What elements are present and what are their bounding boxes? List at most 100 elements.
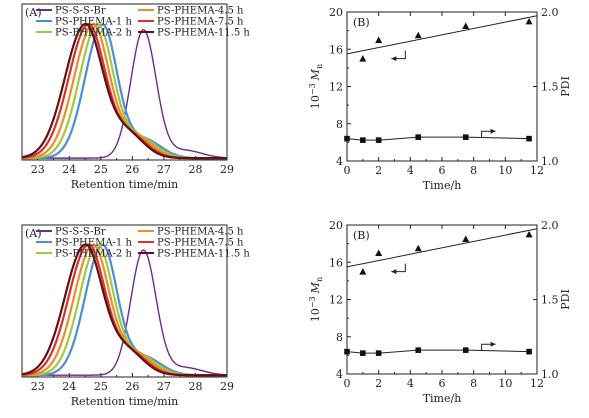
x-tick-label: 24 — [62, 380, 76, 393]
x-tick-label: 26 — [125, 380, 139, 393]
y-left-axis-title: 10−3 Mn — [308, 277, 324, 322]
x-tick-label: 28 — [188, 163, 202, 176]
kinetics-panel: 0 2 4 6 8 10 12Time/h481216201.01.52.010−3MnPD… — [308, 6, 572, 192]
gpc-curve — [21, 22, 227, 160]
mn-point — [462, 22, 470, 29]
x-tick-label: 12 — [530, 164, 544, 177]
y-right-axis-title: PDI — [559, 289, 572, 310]
pdi-point — [375, 350, 382, 356]
legend-label: PS-PHEMA-4.5 h — [157, 6, 244, 17]
y-right-tick-label: 1.0 — [541, 155, 559, 168]
x-tick-label: 25 — [94, 380, 108, 393]
gpc-panel: 23 24 25 26 27 28 29 Retention time/min (A) PS-S-… — [21, 3, 250, 191]
x-tick-label: 0 — [344, 377, 351, 390]
gpc-curve — [22, 249, 228, 376]
pdi-axis-arrowhead — [490, 128, 496, 134]
mn-axis-arrowhead — [391, 269, 397, 275]
legend-label: PS-PHEMA-2 h — [55, 249, 132, 260]
y-left-tick-label: 20 — [329, 6, 343, 19]
panel-label: (B) — [353, 229, 370, 242]
gpc-curve — [21, 22, 227, 160]
pdi-point — [462, 134, 469, 140]
mn-axis-arrow — [391, 263, 406, 273]
gpc-curve — [21, 243, 227, 377]
gpc-curve — [22, 23, 227, 160]
y-left-title-exponent: −3 — [308, 83, 317, 95]
pdi-line — [346, 349, 530, 354]
x-tick-label: 24 — [62, 163, 76, 176]
mn-point — [525, 17, 533, 25]
y-left-title-exponent: −3 — [308, 296, 317, 308]
y-left-title-subscript: n — [315, 277, 324, 282]
y-left-axis-title: 10−3 Mn — [308, 64, 324, 109]
y-left-title-symbol: M — [309, 281, 322, 294]
mn-point — [414, 31, 422, 39]
y-right-axis-title: PDI — [559, 76, 572, 97]
x-tick-label: 23 — [31, 380, 45, 393]
legend-label: PS-S-S-Br — [55, 6, 106, 17]
legend-label: PS-PHEMA-11.5 h — [157, 28, 250, 39]
legend-label: PS-S-S-Br — [55, 227, 106, 238]
mn-fit-line — [346, 228, 538, 268]
x-tick-label: 29 — [220, 380, 234, 393]
panel-label: (B) — [353, 16, 370, 29]
pdi-point — [344, 348, 350, 355]
gpc-panel: 23 24 25 26 27 28 29 Retention time/min (A) PS-S-… — [21, 224, 250, 408]
legend-label: PS-PHEMA-7.5 h — [157, 17, 244, 28]
x-tick-label: 29 — [220, 163, 234, 176]
y-right-tick-label: 1.5 — [541, 294, 559, 307]
gpc-curve — [21, 23, 227, 160]
y-left-tick-label: 12 — [329, 81, 343, 94]
y-left-title-symbol: M — [309, 68, 322, 81]
x-tick-label: 27 — [157, 163, 171, 176]
pdi-point — [415, 134, 422, 140]
y-right-tick-label: 1.0 — [541, 368, 559, 381]
y-right-tick-label: 1.5 — [541, 81, 559, 94]
mn-point — [359, 268, 367, 275]
pdi-line — [346, 136, 530, 141]
x-tick-label: 4 — [407, 377, 414, 390]
x-tick-label: 6 — [439, 164, 446, 177]
mn-point — [525, 230, 533, 238]
x-tick-label: 8 — [470, 377, 477, 390]
x-tick-label: 2 — [375, 377, 382, 390]
mn-fit-line — [346, 15, 538, 55]
legend-label: PS-PHEMA-4.5 h — [157, 227, 244, 238]
gpc-curve — [21, 23, 227, 160]
x-tick-label: 0 — [344, 164, 351, 177]
y-left-tick-label: 12 — [329, 294, 343, 307]
panel-label: (A) — [25, 6, 42, 19]
pdi-axis-arrowhead — [490, 341, 496, 347]
y-left-tick-label: 16 — [329, 256, 343, 269]
plot-frame — [21, 224, 228, 378]
x-tick-label: 10 — [498, 164, 512, 177]
legend-label: PS-PHEMA-1 h — [55, 17, 132, 28]
mn-point — [462, 235, 470, 242]
legend-label: PS-PHEMA-7.5 h — [157, 238, 244, 249]
y-right-tick-label: 2.0 — [541, 219, 559, 232]
pdi-point — [415, 347, 422, 353]
x-tick-label: 23 — [31, 163, 45, 176]
x-tick-label: 28 — [188, 380, 202, 393]
mn-point — [375, 249, 383, 256]
x-axis-title: Retention time/min — [71, 395, 179, 408]
y-left-title-subscript: n — [315, 64, 324, 69]
y-left-tick-label: 8 — [336, 331, 343, 344]
legend-label: PS-PHEMA-11.5 h — [157, 249, 250, 260]
gpc-curve — [22, 243, 227, 377]
y-left-tick-label: 4 — [336, 368, 343, 381]
legend-label: PS-PHEMA-1 h — [55, 238, 132, 249]
x-tick-label: 8 — [470, 164, 477, 177]
gpc-curve — [22, 28, 228, 159]
gpc-curve — [21, 243, 227, 377]
pdi-point — [360, 350, 366, 356]
pdi-point — [526, 135, 532, 142]
pdi-point — [344, 135, 350, 142]
y-left-tick-label: 16 — [329, 43, 343, 56]
x-tick-label: 6 — [439, 377, 446, 390]
x-tick-label: 25 — [94, 163, 108, 176]
y-left-tick-label: 8 — [336, 118, 343, 131]
gpc-curve — [22, 243, 227, 377]
pdi-point — [526, 348, 532, 355]
pdi-point — [462, 347, 469, 353]
